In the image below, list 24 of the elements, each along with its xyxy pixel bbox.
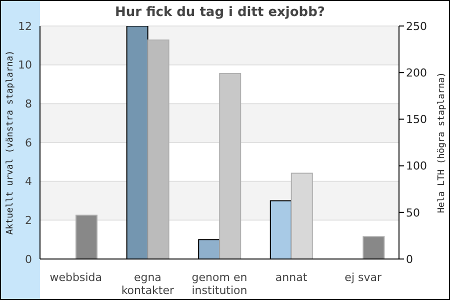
bar	[362, 236, 385, 259]
y-tick-label: 4	[25, 175, 32, 188]
y2-axis-title: Hela LTH (högra staplarna)	[437, 72, 448, 213]
x-tick-label: annat	[275, 271, 308, 284]
y-tick-label: 8	[25, 98, 32, 111]
y2-tick-label: 100	[406, 160, 427, 173]
x-tick-label: ej svar	[344, 271, 382, 284]
bar	[219, 73, 242, 259]
x-tick-label: egna kontakter	[121, 271, 175, 297]
y-tick-label: 0	[25, 252, 32, 266]
x-tick-label: genom en institution	[192, 271, 248, 297]
y-tick-label: 2	[25, 214, 32, 228]
y2-tick-label: 0	[406, 252, 413, 266]
y2-tick-label: 150	[406, 113, 427, 126]
y-axis-title: Aktuellt urval (vänstra staplarna)	[6, 50, 16, 235]
y-tick-label: 12	[18, 20, 32, 33]
y2-tick-label: 200	[406, 66, 427, 80]
y2-tick-label: 50	[406, 206, 420, 220]
x-tick-label: webbsida	[50, 271, 102, 284]
y2-tick-label: 250	[406, 20, 427, 33]
bar	[76, 214, 98, 259]
y-tick-label: 6	[25, 136, 32, 150]
chart-title: Hur fick du tag i ditt exjobb?	[114, 5, 326, 20]
y-tick-label: 10	[18, 58, 32, 72]
